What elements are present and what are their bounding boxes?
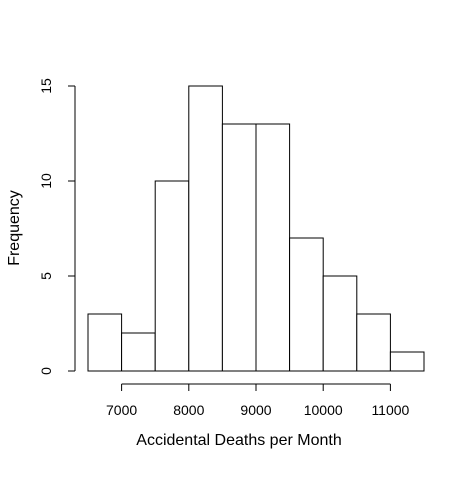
- x-axis: 7000 8000 9000 10000 11000: [106, 383, 410, 418]
- x-tick-label-3: 10000: [304, 402, 343, 418]
- histogram-bar-3: [188, 85, 223, 372]
- histogram-bar-6: [289, 237, 324, 372]
- y-axis: 0 5 10 15: [38, 78, 76, 375]
- x-tick-label-2: 9000: [240, 402, 271, 418]
- histogram-bar-4: [221, 123, 257, 372]
- histogram-bar-0: [87, 313, 123, 372]
- histogram-bar-5: [255, 123, 291, 372]
- histogram-bar-1: [121, 332, 156, 372]
- y-axis-title: Frequency: [6, 190, 23, 266]
- y-tick-label-2: 10: [38, 173, 54, 189]
- bars-group: [87, 85, 425, 372]
- histogram-bar-7: [322, 275, 358, 372]
- y-tick-label-0: 0: [38, 367, 54, 375]
- y-tick-label-1: 5: [38, 272, 54, 280]
- x-tick-label-0: 7000: [106, 402, 137, 418]
- y-tick-label-3: 15: [38, 78, 54, 94]
- histogram-bar-8: [356, 313, 391, 372]
- histogram-bar-9: [389, 351, 425, 372]
- x-tick-label-1: 8000: [173, 402, 204, 418]
- histogram-bar-2: [154, 180, 190, 372]
- x-tick-label-4: 11000: [371, 402, 409, 418]
- x-axis-title: Accidental Deaths per Month: [136, 432, 341, 449]
